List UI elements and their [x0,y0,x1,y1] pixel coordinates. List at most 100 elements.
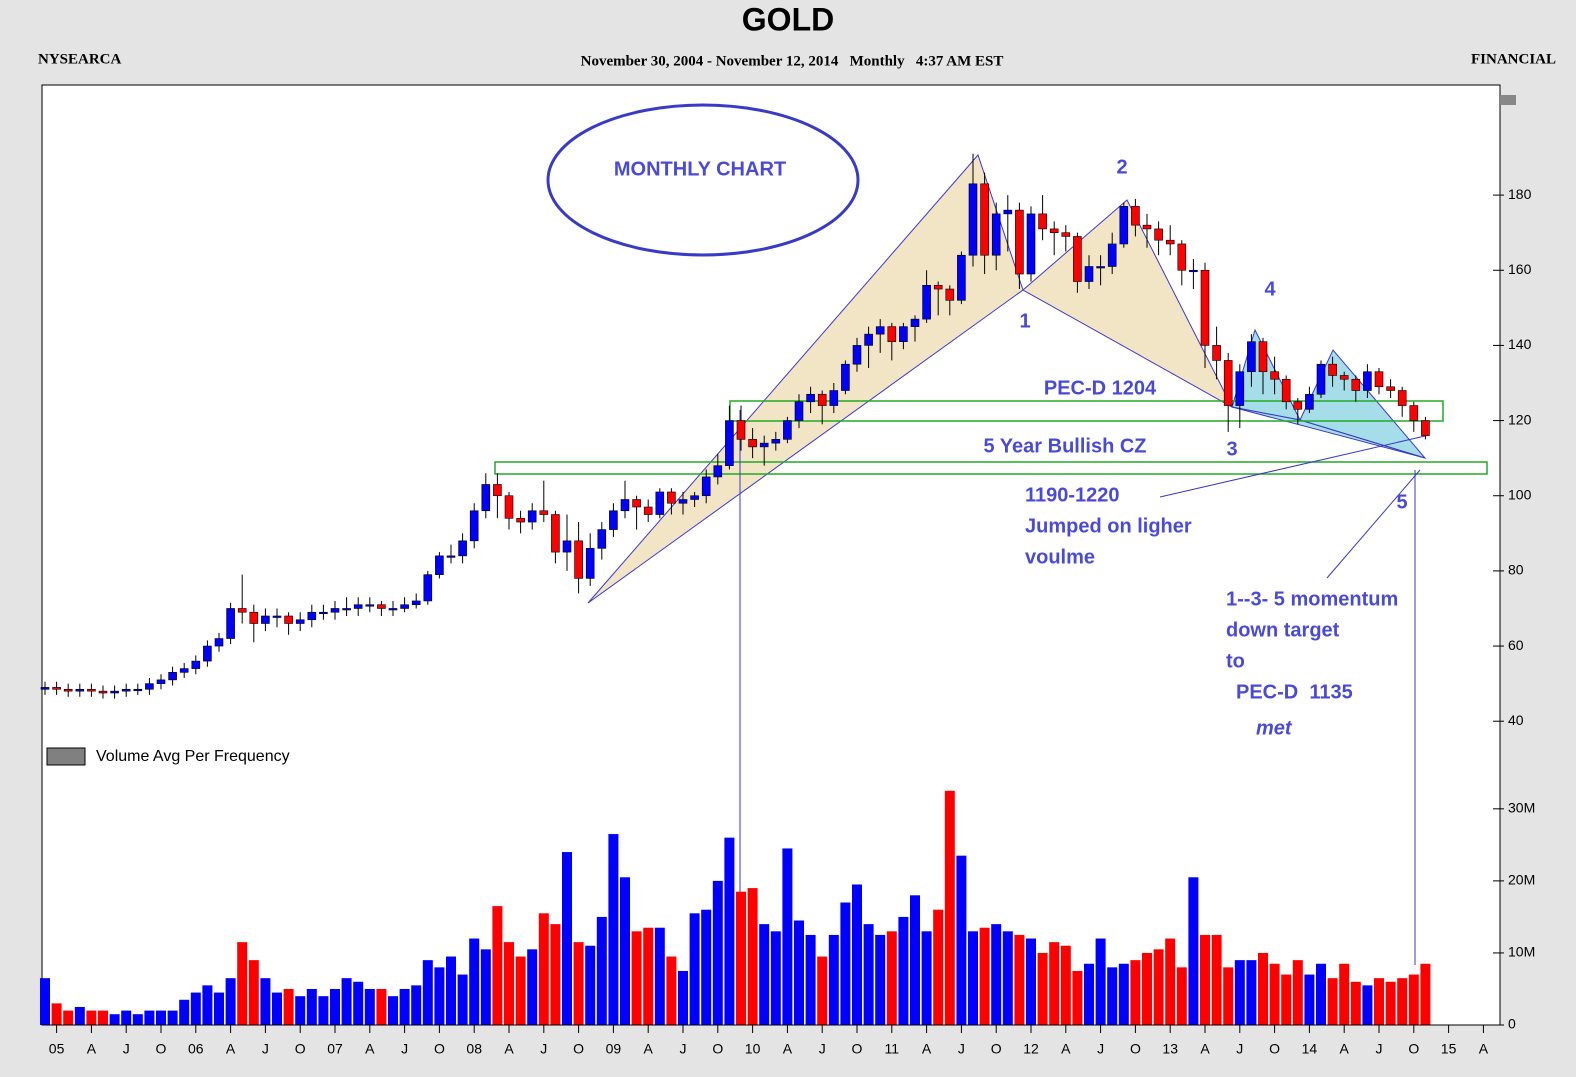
volume-bar [1350,981,1361,1025]
candle-body [527,510,537,523]
volume-bar [225,978,236,1025]
volume-bar [550,924,561,1025]
x-tick-label: 14 [1302,1041,1318,1057]
volume-bar [260,978,271,1025]
volume-tick-label: 30M [1508,800,1535,816]
volume-bar [121,1010,132,1025]
x-tick-label: 12 [1023,1041,1039,1057]
candle-body [319,611,328,615]
candle-body [887,326,897,342]
candle-body [1154,228,1163,241]
volume-bar [747,888,758,1025]
candle-body [1281,378,1291,403]
candle-body [504,495,514,519]
volume-bar [1246,960,1257,1025]
candle-body [446,555,456,558]
volume-bar [956,855,967,1025]
volume-bar [724,837,735,1025]
volume-bar [794,920,804,1025]
volume-bar [411,985,422,1025]
candle-body [191,660,201,669]
candle-body [585,548,595,579]
candle-body [991,213,1001,256]
volume-bar [1234,960,1245,1025]
x-tick-label: J [1097,1041,1104,1057]
volume-bar [817,956,828,1025]
candle-body [1165,239,1175,245]
x-tick-label: A [922,1041,932,1057]
candle-body [249,611,259,624]
volume-bar [74,1006,85,1025]
candle-body [469,510,479,542]
y-tick-label: 140 [1508,336,1532,352]
annotation: PEC-D 1135 [1236,681,1353,703]
candle-body [295,619,305,624]
volume-bar [910,895,920,1025]
x-tick-label: 10 [745,1041,761,1057]
annotation: voulme [1025,546,1095,568]
annotation: 5 [1396,491,1407,513]
candle-body [1212,345,1221,361]
candle-body [214,638,224,647]
candle-body [98,690,108,694]
volume-bar [1002,931,1013,1025]
volume-bar [863,924,874,1025]
volume-bar [1316,963,1326,1025]
volume-bar [921,931,932,1025]
volume-bar [1269,963,1280,1025]
zone-box [729,400,1444,422]
volume-bar [527,949,538,1025]
candle-body [168,672,177,681]
candle-body [1061,232,1071,237]
candle-body [852,345,862,365]
scroll-marker [1500,95,1516,105]
candle-body [481,484,491,512]
volume-bar [237,942,248,1025]
x-tick-label: 06 [188,1041,204,1057]
annotation: 1190-1220 [1025,484,1120,506]
candle-body [945,288,955,301]
candle-body [516,517,525,523]
candle-body [1328,363,1337,376]
legend-swatch [46,747,86,766]
volume-bar [620,877,630,1025]
x-tick-label: O [712,1041,723,1057]
volume-bar [701,909,712,1025]
volume-bar [132,1014,143,1025]
candle-body [968,183,978,256]
volume-bar [40,978,50,1025]
candle-body [52,687,61,690]
candle-body [864,333,873,346]
volume-bar [1304,974,1315,1025]
annotation: 5 Year Bullish CZ [983,435,1146,457]
volume-bar [538,913,549,1025]
annotations: MONTHLY CHART 1 2 3 4 5 PEC-D 1204 5 Yea… [614,156,1408,739]
volume-bar [144,1010,155,1025]
candle-body [957,254,966,301]
volume-bar [828,934,839,1025]
volume-bar [480,949,491,1025]
candle-body [179,668,189,673]
annotation: 1 [1019,310,1030,332]
candle-body [783,420,792,440]
volume-bar [63,1010,74,1025]
volume-bar [283,988,294,1025]
candle-body [1421,420,1430,436]
annotation: 2 [1116,156,1127,178]
volume-bar [422,960,433,1025]
candle-body [493,484,502,497]
volume-bar [353,981,364,1025]
x-tick-label: J [1236,1041,1243,1057]
x-tick-label: J [958,1041,965,1057]
x-tick-label: 07 [327,1041,343,1057]
x-tick-label: O [156,1041,167,1057]
volume-bar [631,931,642,1025]
volume-bar [1339,963,1350,1025]
candle-body [597,529,607,549]
volume-bar [156,1010,166,1025]
candle-body [609,510,618,530]
x-tick-label: 08 [466,1041,482,1057]
candle-body [1258,341,1268,373]
candle-body [377,604,386,609]
x-tick-label: A [504,1041,514,1057]
